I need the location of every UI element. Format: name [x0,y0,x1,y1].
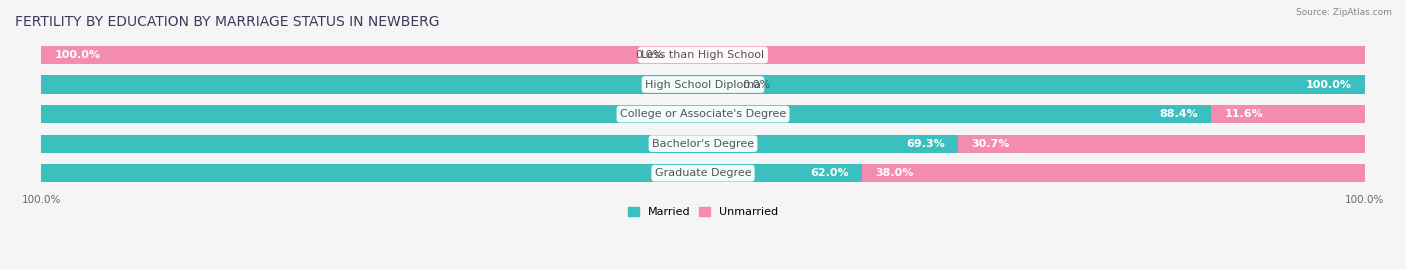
Text: 38.0%: 38.0% [875,168,914,178]
Bar [41,105,1211,123]
Text: High School Diploma: High School Diploma [645,80,761,90]
Text: 0.0%: 0.0% [742,80,770,90]
Text: Graduate Degree: Graduate Degree [655,168,751,178]
Text: 100.0%: 100.0% [55,50,101,60]
Bar [41,46,1365,64]
Bar [1211,105,1365,123]
Legend: Married, Unmarried: Married, Unmarried [623,202,783,221]
Bar [41,134,959,153]
Bar [959,134,1365,153]
Text: 69.3%: 69.3% [907,139,945,149]
Bar [41,105,1365,123]
Text: College or Associate's Degree: College or Associate's Degree [620,109,786,119]
Text: 88.4%: 88.4% [1159,109,1198,119]
Text: 0.0%: 0.0% [636,50,664,60]
Text: FERTILITY BY EDUCATION BY MARRIAGE STATUS IN NEWBERG: FERTILITY BY EDUCATION BY MARRIAGE STATU… [15,15,440,29]
Bar [41,164,862,182]
Bar [41,46,1365,64]
Bar [41,75,1365,94]
Text: 11.6%: 11.6% [1225,109,1263,119]
Text: 62.0%: 62.0% [810,168,849,178]
Bar [41,75,1365,94]
Bar [41,164,1365,182]
Text: 100.0%: 100.0% [1305,80,1351,90]
Text: Less than High School: Less than High School [641,50,765,60]
Text: Bachelor's Degree: Bachelor's Degree [652,139,754,149]
Text: 30.7%: 30.7% [972,139,1010,149]
Bar [41,134,1365,153]
Text: Source: ZipAtlas.com: Source: ZipAtlas.com [1296,8,1392,17]
Bar [862,164,1365,182]
